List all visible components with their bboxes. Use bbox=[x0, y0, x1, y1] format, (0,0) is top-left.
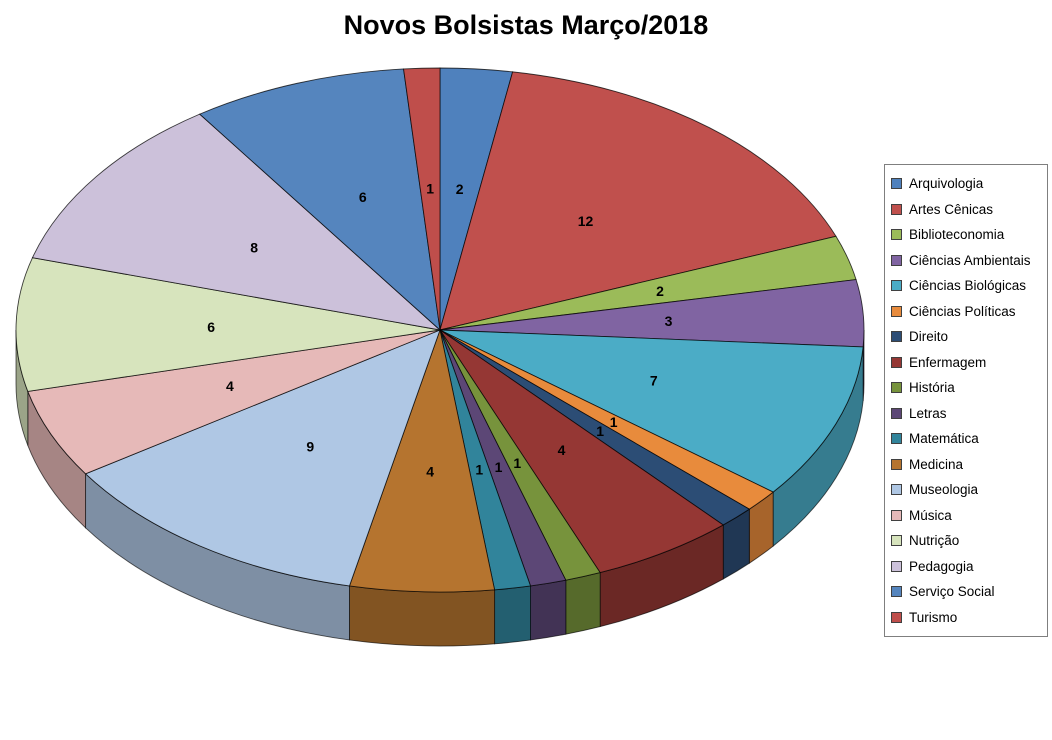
legend-item-ciencias-politicas: Ciências Políticas bbox=[891, 299, 1041, 325]
legend-item-ciencias-ambientais: Ciências Ambientais bbox=[891, 248, 1041, 274]
pie-slice-side-historia bbox=[565, 572, 601, 635]
legend-item-biblioteconomia: Biblioteconomia bbox=[891, 222, 1041, 248]
slice-label-biblioteconomia: 2 bbox=[656, 283, 664, 299]
legend-label-turismo: Turismo bbox=[909, 609, 958, 625]
legend-label-ciencias-politicas: Ciências Políticas bbox=[909, 303, 1016, 319]
slice-label-enfermagem: 4 bbox=[558, 442, 566, 458]
legend-label-matematica: Matemática bbox=[909, 431, 979, 447]
pie-slice-enfermagem bbox=[439, 329, 725, 574]
slice-label-historia: 1 bbox=[513, 455, 521, 471]
slice-label-servico-social: 6 bbox=[359, 189, 367, 205]
pie-slice-ciencias-biologicas bbox=[439, 329, 864, 493]
pie-slice-musica bbox=[27, 329, 441, 475]
legend-swatch-historia bbox=[891, 382, 902, 394]
pie-slice-medicina bbox=[348, 328, 496, 593]
slice-label-medicina: 4 bbox=[426, 463, 434, 479]
legend-label-artes-cenicas: Artes Cênicas bbox=[909, 201, 994, 217]
slice-label-ciencias-biologicas: 7 bbox=[650, 373, 658, 389]
legend-swatch-servico-social bbox=[891, 586, 902, 598]
legend-label-letras: Letras bbox=[909, 405, 947, 421]
legend-swatch-musica bbox=[891, 509, 902, 521]
slice-label-ciencias-politicas: 1 bbox=[610, 414, 618, 430]
slice-label-letras: 1 bbox=[495, 459, 503, 475]
legend-swatch-matematica bbox=[891, 433, 902, 445]
legend-label-direito: Direito bbox=[909, 329, 949, 345]
slice-label-museologia: 9 bbox=[306, 439, 314, 455]
legend-label-biblioteconomia: Biblioteconomia bbox=[909, 227, 1005, 243]
legend-label-museologia: Museologia bbox=[909, 482, 979, 498]
legend-item-enfermagem: Enfermagem bbox=[891, 350, 1041, 376]
legend-swatch-biblioteconomia bbox=[891, 229, 902, 241]
legend-swatch-letras bbox=[891, 407, 902, 419]
legend-label-arquivologia: Arquivologia bbox=[909, 176, 984, 192]
slice-label-arquivologia: 2 bbox=[456, 181, 464, 197]
legend-label-medicina: Medicina bbox=[909, 456, 964, 472]
legend-item-matematica: Matemática bbox=[891, 426, 1041, 452]
slice-label-musica: 4 bbox=[226, 378, 234, 394]
pie-slice-artes-cenicas bbox=[439, 71, 837, 331]
slice-label-matematica: 1 bbox=[475, 461, 483, 477]
pie-slice-servico-social bbox=[198, 68, 441, 332]
legend-item-historia: História bbox=[891, 375, 1041, 401]
legend-item-arquivologia: Arquivologia bbox=[891, 171, 1041, 197]
legend-swatch-museologia bbox=[891, 484, 902, 496]
legend-label-servico-social: Serviço Social bbox=[909, 584, 995, 600]
legend-item-turismo: Turismo bbox=[891, 605, 1041, 631]
legend-label-nutricao: Nutrição bbox=[909, 533, 960, 549]
legend: Arquivologia Artes Cênicas Biblioteconomia… bbox=[884, 164, 1048, 637]
legend-item-servico-social: Serviço Social bbox=[891, 579, 1041, 605]
legend-swatch-direito bbox=[891, 331, 902, 343]
slice-label-pedagogia: 8 bbox=[250, 239, 258, 255]
pie-slice-side-medicina bbox=[349, 585, 496, 647]
legend-swatch-arquivologia bbox=[891, 178, 902, 190]
slice-label-turismo: 1 bbox=[426, 181, 434, 197]
legend-label-historia: História bbox=[909, 380, 955, 396]
legend-label-pedagogia: Pedagogia bbox=[909, 558, 974, 574]
legend-label-enfermagem: Enfermagem bbox=[909, 354, 987, 370]
legend-item-museologia: Museologia bbox=[891, 477, 1041, 503]
legend-item-musica: Música bbox=[891, 503, 1041, 529]
pie-slice-nutricao bbox=[15, 257, 441, 392]
legend-swatch-enfermagem bbox=[891, 356, 902, 368]
legend-swatch-ciencias-ambientais bbox=[891, 254, 902, 266]
legend-item-artes-cenicas: Artes Cênicas bbox=[891, 197, 1041, 223]
slice-label-artes-cenicas: 12 bbox=[578, 213, 594, 229]
legend-item-pedagogia: Pedagogia bbox=[891, 554, 1041, 580]
slice-label-direito: 1 bbox=[596, 423, 604, 439]
legend-swatch-medicina bbox=[891, 458, 902, 470]
legend-item-ciencias-biologicas: Ciências Biológicas bbox=[891, 273, 1041, 299]
legend-swatch-artes-cenicas bbox=[891, 203, 902, 215]
pie-slice-pedagogia bbox=[31, 113, 442, 331]
legend-label-ciencias-ambientais: Ciências Ambientais bbox=[909, 252, 1031, 268]
legend-swatch-pedagogia bbox=[891, 560, 902, 572]
legend-item-nutricao: Nutrição bbox=[891, 528, 1041, 554]
legend-swatch-nutricao bbox=[891, 535, 902, 547]
legend-swatch-turismo bbox=[891, 611, 902, 623]
pie-slice-museologia bbox=[84, 329, 441, 587]
legend-item-letras: Letras bbox=[891, 401, 1041, 427]
legend-swatch-ciencias-politicas bbox=[891, 305, 902, 317]
slice-label-ciencias-ambientais: 3 bbox=[665, 313, 673, 329]
legend-label-musica: Música bbox=[909, 507, 952, 523]
legend-swatch-ciencias-biologicas bbox=[891, 280, 902, 292]
legend-item-medicina: Medicina bbox=[891, 452, 1041, 478]
legend-label-ciencias-biologicas: Ciências Biológicas bbox=[909, 278, 1027, 294]
pie-slice-turismo bbox=[403, 67, 441, 331]
pie-slice-side-letras bbox=[530, 579, 567, 641]
legend-item-direito: Direito bbox=[891, 324, 1041, 350]
slice-label-nutricao: 6 bbox=[207, 319, 215, 335]
pie-slice-side-matematica bbox=[494, 585, 531, 645]
chart-title: Novos Bolsistas Março/2018 bbox=[343, 10, 709, 40]
